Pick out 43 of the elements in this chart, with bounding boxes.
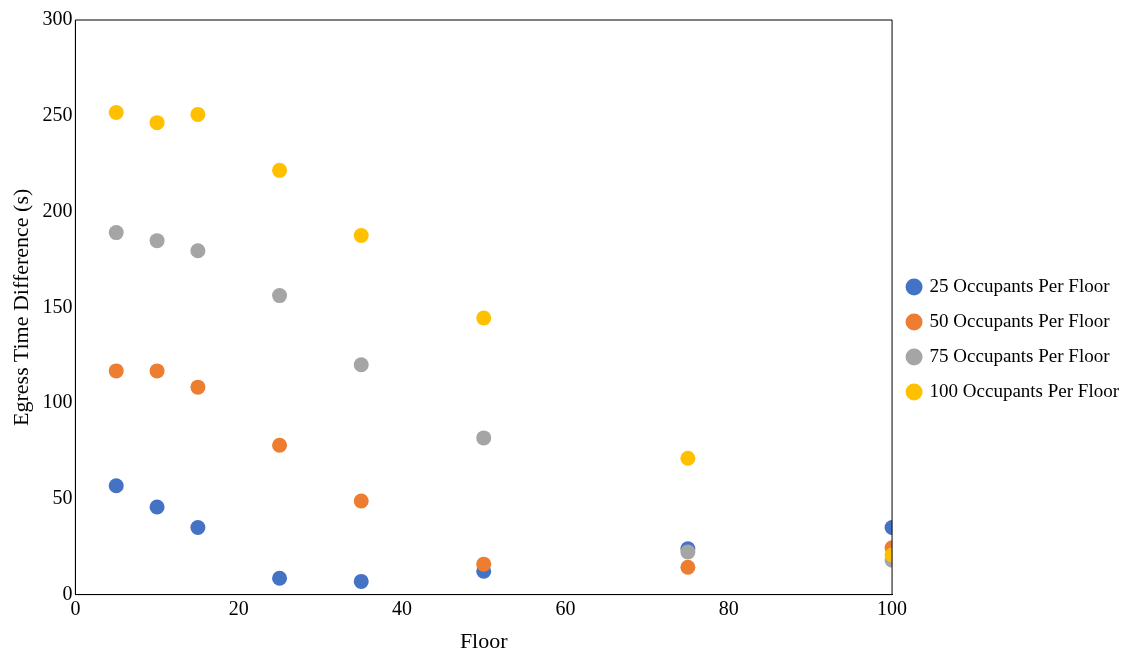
point: [108, 363, 124, 379]
y-tick-label: 100: [42, 390, 73, 413]
x-axis-title: Floor: [459, 627, 509, 653]
point: [353, 357, 369, 373]
point: [149, 115, 165, 131]
x-tick-label: 60: [555, 596, 576, 619]
legend-label: 25 Occupants Per Floor: [929, 274, 1111, 296]
point: [272, 437, 288, 453]
point: [353, 493, 369, 509]
y-tick-label: 250: [42, 103, 73, 126]
point: [149, 363, 165, 379]
y-tick-label: 0: [62, 581, 73, 604]
y-axis-title: Egress Time Difference (s): [7, 188, 33, 426]
x-tick-label: 20: [228, 596, 249, 619]
point: [353, 227, 369, 243]
point: [149, 499, 165, 515]
point: [190, 379, 206, 395]
point: [272, 570, 288, 586]
x-tick-label: 100: [877, 596, 908, 619]
point: [476, 430, 492, 446]
legend-label: 50 Occupants Per Floor: [929, 309, 1111, 331]
point: [476, 310, 492, 326]
y-tick-label: 150: [42, 294, 73, 317]
y-tick-label: 200: [42, 198, 73, 221]
point: [272, 288, 288, 304]
legend-label: 100 Occupants Per Floor: [929, 379, 1120, 401]
y-tick-label: 300: [42, 7, 73, 30]
point: [680, 559, 696, 575]
point: [476, 556, 492, 572]
y-tick-label: 50: [52, 486, 73, 509]
point: [108, 478, 124, 494]
legend-label: 75 Occupants Per Floor: [929, 344, 1111, 366]
point: [108, 105, 124, 121]
point: [680, 450, 696, 466]
point: [149, 233, 165, 249]
point: [353, 573, 369, 589]
point: [108, 225, 124, 241]
point: [190, 106, 206, 122]
point: [272, 162, 288, 178]
x-tick-label: 40: [392, 596, 413, 619]
x-tick-label: 80: [718, 596, 739, 619]
point: [190, 243, 206, 259]
point: [190, 520, 206, 536]
